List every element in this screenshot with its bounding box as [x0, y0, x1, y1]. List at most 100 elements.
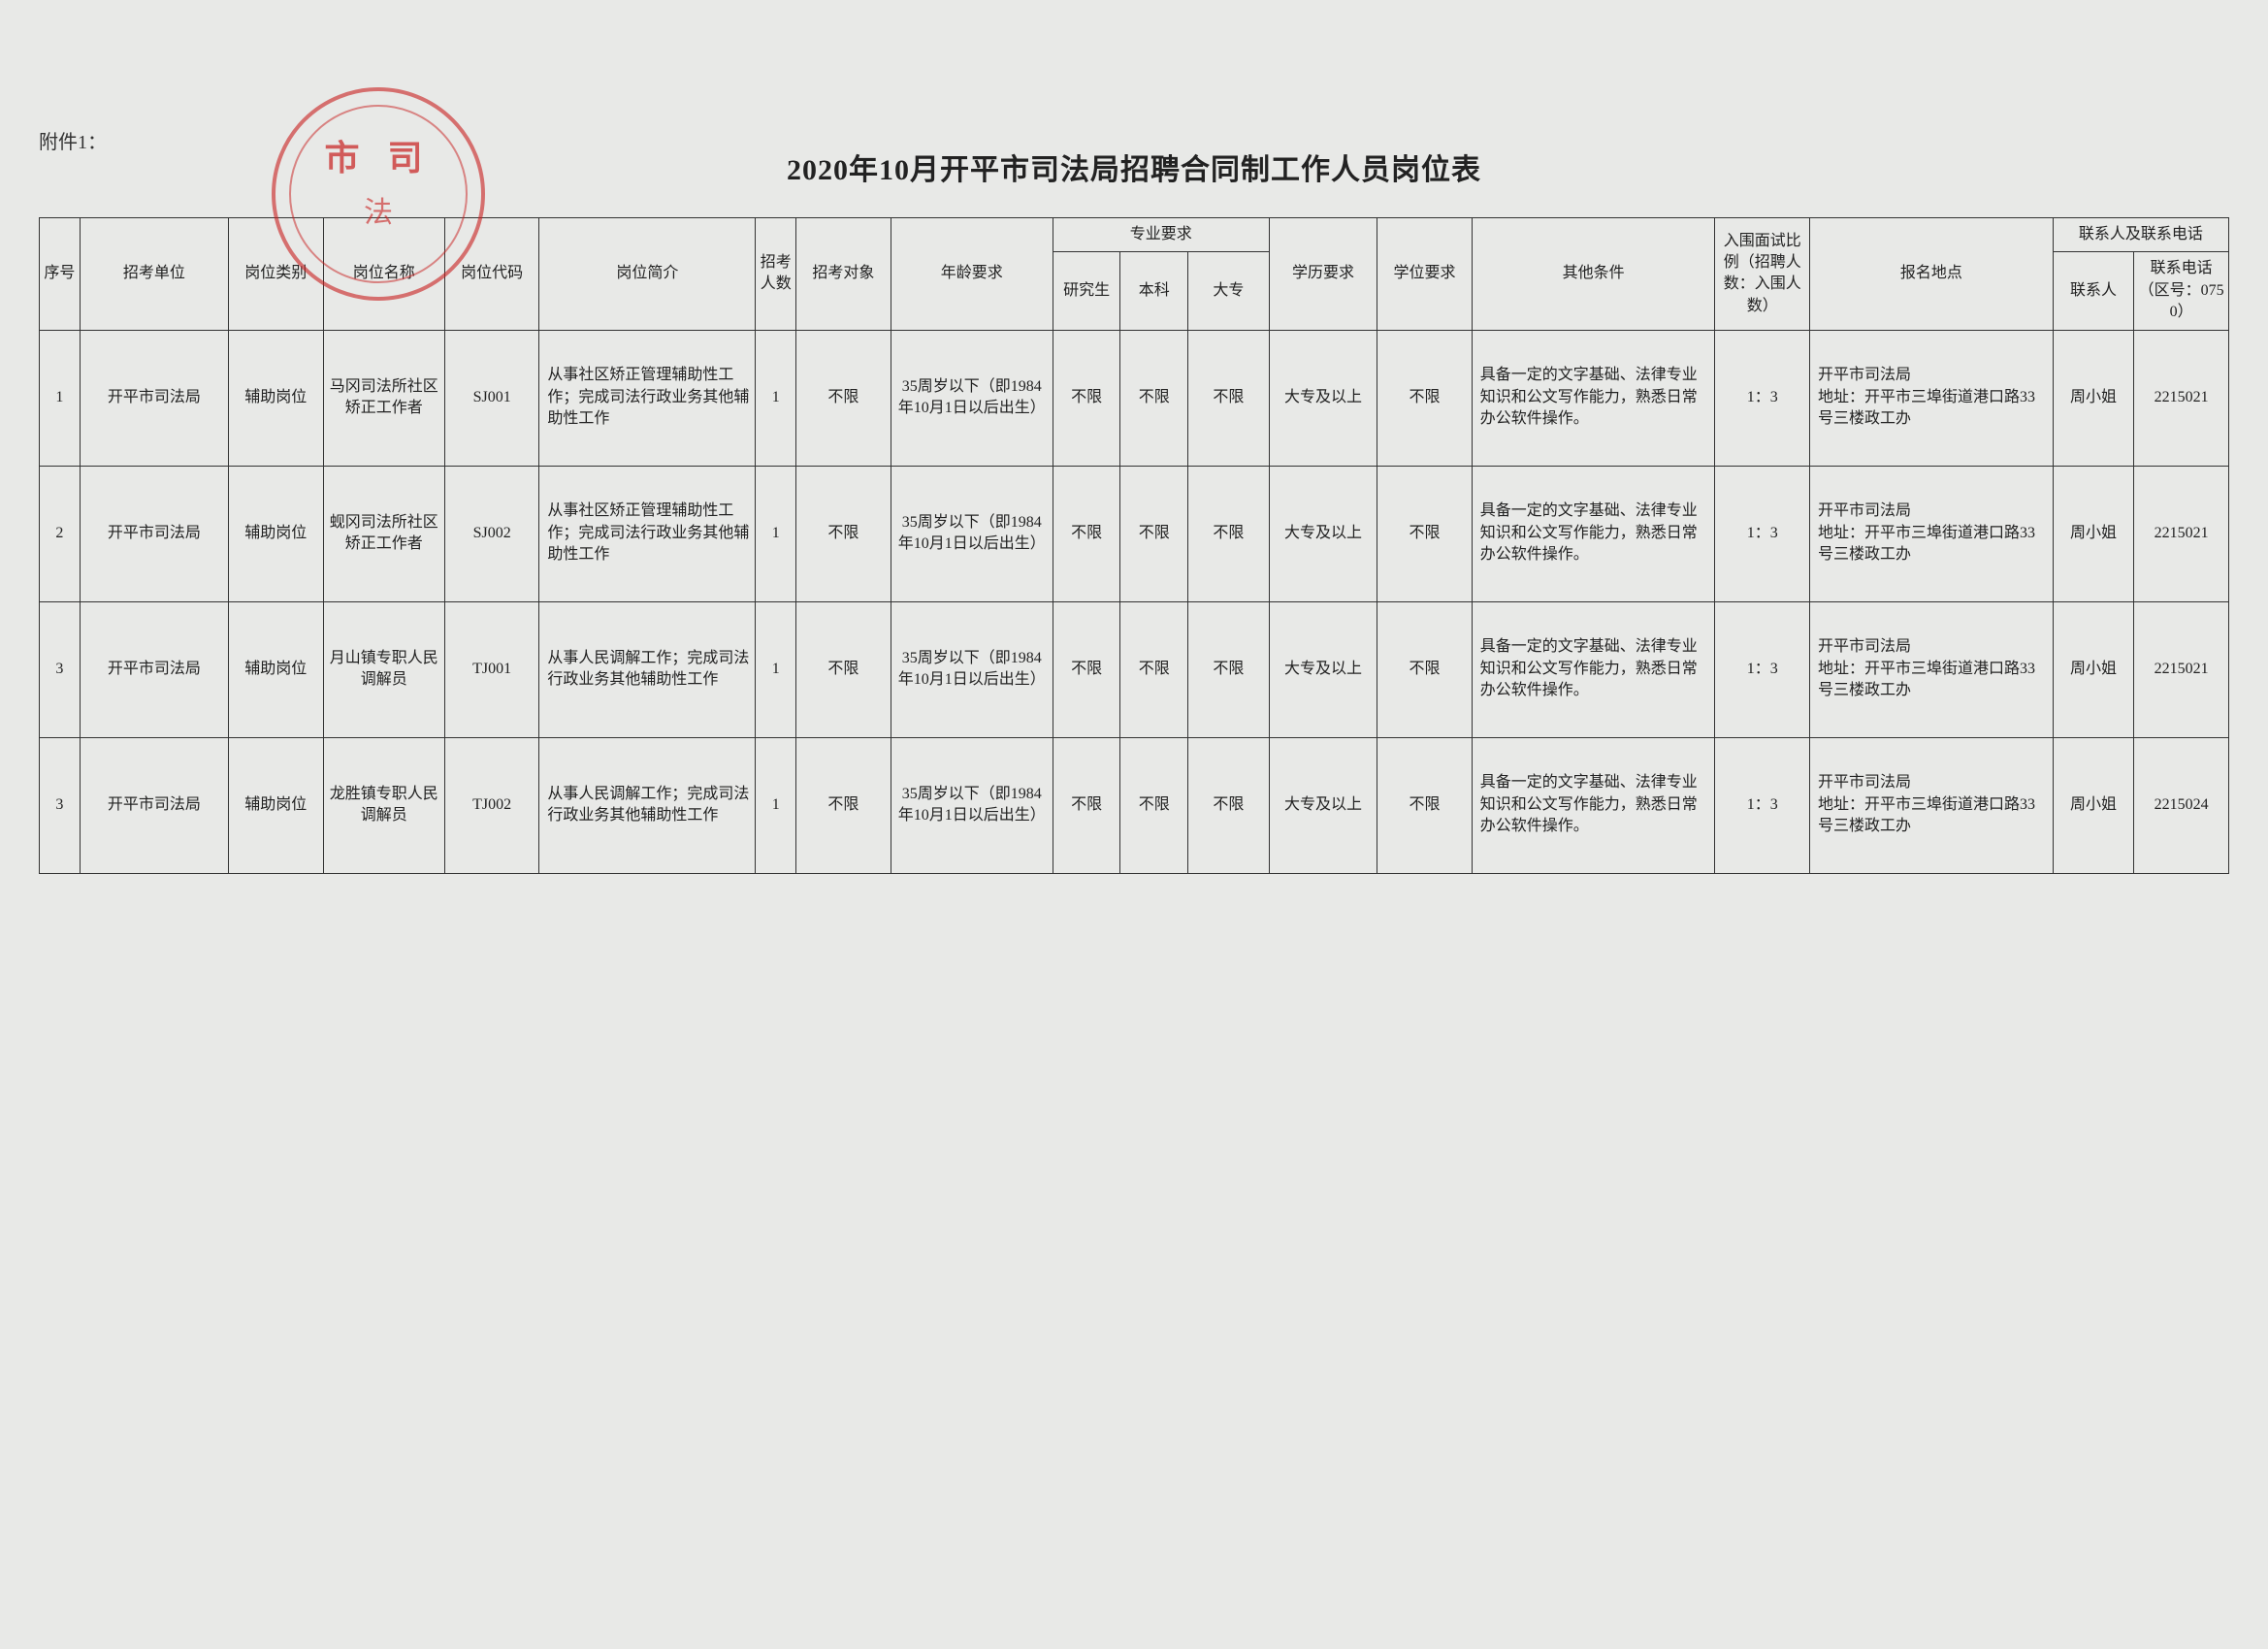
table-header: 序号 招考单位 岗位类别 岗位名称 岗位代码 岗位简介 招考人数 招考对象 年龄… [40, 218, 2229, 331]
th-pg: 研究生 [1053, 252, 1120, 330]
cell-post_name: 月山镇专职人民调解员 [323, 601, 444, 737]
th-count: 招考人数 [756, 218, 796, 331]
cell-edu: 大专及以上 [1269, 330, 1377, 466]
cell-post_type: 辅助岗位 [229, 330, 324, 466]
cell-ug: 不限 [1120, 466, 1188, 601]
cell-post_code: SJ002 [444, 466, 539, 601]
cell-post_code: SJ001 [444, 330, 539, 466]
cell-pg: 不限 [1053, 330, 1120, 466]
cell-contact_tel: 2215021 [2134, 466, 2229, 601]
cell-ug: 不限 [1120, 737, 1188, 873]
cell-contact_tel: 2215024 [2134, 737, 2229, 873]
th-contact-person: 联系人 [2053, 252, 2134, 330]
cell-edu: 大专及以上 [1269, 466, 1377, 601]
table-row: 1开平市司法局辅助岗位马冈司法所社区矫正工作者SJ001从事社区矫正管理辅助性工… [40, 330, 2229, 466]
th-contact-tel: 联系电话（区号：0750） [2134, 252, 2229, 330]
cell-age: 35周岁以下（即1984年10月1日以后出生） [891, 466, 1053, 601]
cell-edu: 大专及以上 [1269, 601, 1377, 737]
cell-ratio: 1：3 [1715, 737, 1810, 873]
cell-location: 开平市司法局地址：开平市三埠街道港口路33号三楼政工办 [1809, 466, 2053, 601]
cell-count: 1 [756, 737, 796, 873]
cell-contact_person: 周小姐 [2053, 466, 2134, 601]
th-degree: 学位要求 [1377, 218, 1473, 331]
cell-count: 1 [756, 466, 796, 601]
cell-post_code: TJ001 [444, 601, 539, 737]
cell-edu: 大专及以上 [1269, 737, 1377, 873]
cell-object: 不限 [796, 601, 891, 737]
th-contact-group: 联系人及联系电话 [2053, 218, 2228, 252]
cell-post_code: TJ002 [444, 737, 539, 873]
cell-post_desc: 从事人民调解工作；完成司法行政业务其他辅助性工作 [539, 601, 756, 737]
cell-object: 不限 [796, 737, 891, 873]
cell-unit: 开平市司法局 [80, 466, 228, 601]
th-jc: 大专 [1188, 252, 1270, 330]
th-post-code: 岗位代码 [444, 218, 539, 331]
cell-unit: 开平市司法局 [80, 330, 228, 466]
cell-unit: 开平市司法局 [80, 601, 228, 737]
cell-contact_person: 周小姐 [2053, 330, 2134, 466]
cell-contact_person: 周小姐 [2053, 737, 2134, 873]
th-post-type: 岗位类别 [229, 218, 324, 331]
cell-degree: 不限 [1377, 466, 1473, 601]
cell-ratio: 1：3 [1715, 601, 1810, 737]
cell-post_name: 马冈司法所社区矫正工作者 [323, 330, 444, 466]
cell-object: 不限 [796, 330, 891, 466]
cell-degree: 不限 [1377, 330, 1473, 466]
cell-post_type: 辅助岗位 [229, 737, 324, 873]
cell-post_name: 蚬冈司法所社区矫正工作者 [323, 466, 444, 601]
cell-count: 1 [756, 601, 796, 737]
cell-ratio: 1：3 [1715, 330, 1810, 466]
positions-table: 序号 招考单位 岗位类别 岗位名称 岗位代码 岗位简介 招考人数 招考对象 年龄… [39, 217, 2229, 874]
positions-table-wrap: 序号 招考单位 岗位类别 岗位名称 岗位代码 岗位简介 招考人数 招考对象 年龄… [39, 217, 2229, 874]
cell-pg: 不限 [1053, 737, 1120, 873]
cell-contact_tel: 2215021 [2134, 601, 2229, 737]
cell-post_type: 辅助岗位 [229, 601, 324, 737]
cell-age: 35周岁以下（即1984年10月1日以后出生） [891, 601, 1053, 737]
cell-jc: 不限 [1188, 466, 1270, 601]
cell-jc: 不限 [1188, 737, 1270, 873]
cell-seq: 3 [40, 737, 81, 873]
cell-ug: 不限 [1120, 330, 1188, 466]
table-row: 3开平市司法局辅助岗位月山镇专职人民调解员TJ001从事人民调解工作；完成司法行… [40, 601, 2229, 737]
th-post-name: 岗位名称 [323, 218, 444, 331]
cell-post_type: 辅助岗位 [229, 466, 324, 601]
th-edu: 学历要求 [1269, 218, 1377, 331]
th-other: 其他条件 [1472, 218, 1715, 331]
cell-pg: 不限 [1053, 466, 1120, 601]
cell-unit: 开平市司法局 [80, 737, 228, 873]
cell-jc: 不限 [1188, 601, 1270, 737]
cell-other: 具备一定的文字基础、法律专业知识和公文写作能力，熟悉日常办公软件操作。 [1472, 737, 1715, 873]
cell-location: 开平市司法局地址：开平市三埠街道港口路33号三楼政工办 [1809, 330, 2053, 466]
cell-degree: 不限 [1377, 601, 1473, 737]
cell-contact_person: 周小姐 [2053, 601, 2134, 737]
th-ratio: 入围面试比例（招聘人数：入围人数） [1715, 218, 1810, 331]
th-major-group: 专业要求 [1053, 218, 1269, 252]
table-body: 1开平市司法局辅助岗位马冈司法所社区矫正工作者SJ001从事社区矫正管理辅助性工… [40, 330, 2229, 873]
page-title: 2020年10月开平市司法局招聘合同制工作人员岗位表 [19, 146, 2249, 188]
cell-other: 具备一定的文字基础、法律专业知识和公文写作能力，熟悉日常办公软件操作。 [1472, 466, 1715, 601]
cell-contact_tel: 2215021 [2134, 330, 2229, 466]
cell-count: 1 [756, 330, 796, 466]
cell-post_desc: 从事社区矫正管理辅助性工作；完成司法行政业务其他辅助性工作 [539, 466, 756, 601]
cell-age: 35周岁以下（即1984年10月1日以后出生） [891, 330, 1053, 466]
cell-age: 35周岁以下（即1984年10月1日以后出生） [891, 737, 1053, 873]
table-row: 2开平市司法局辅助岗位蚬冈司法所社区矫正工作者SJ002从事社区矫正管理辅助性工… [40, 466, 2229, 601]
cell-jc: 不限 [1188, 330, 1270, 466]
th-location: 报名地点 [1809, 218, 2053, 331]
th-post-desc: 岗位简介 [539, 218, 756, 331]
cell-location: 开平市司法局地址：开平市三埠街道港口路33号三楼政工办 [1809, 601, 2053, 737]
cell-post_desc: 从事社区矫正管理辅助性工作；完成司法行政业务其他辅助性工作 [539, 330, 756, 466]
cell-object: 不限 [796, 466, 891, 601]
cell-post_desc: 从事人民调解工作；完成司法行政业务其他辅助性工作 [539, 737, 756, 873]
cell-seq: 2 [40, 466, 81, 601]
cell-seq: 1 [40, 330, 81, 466]
cell-other: 具备一定的文字基础、法律专业知识和公文写作能力，熟悉日常办公软件操作。 [1472, 601, 1715, 737]
attachment-label: 附件1： [39, 126, 107, 154]
cell-post_name: 龙胜镇专职人民调解员 [323, 737, 444, 873]
cell-other: 具备一定的文字基础、法律专业知识和公文写作能力，熟悉日常办公软件操作。 [1472, 330, 1715, 466]
cell-location: 开平市司法局地址：开平市三埠街道港口路33号三楼政工办 [1809, 737, 2053, 873]
th-object: 招考对象 [796, 218, 891, 331]
cell-ug: 不限 [1120, 601, 1188, 737]
cell-pg: 不限 [1053, 601, 1120, 737]
table-row: 3开平市司法局辅助岗位龙胜镇专职人民调解员TJ002从事人民调解工作；完成司法行… [40, 737, 2229, 873]
